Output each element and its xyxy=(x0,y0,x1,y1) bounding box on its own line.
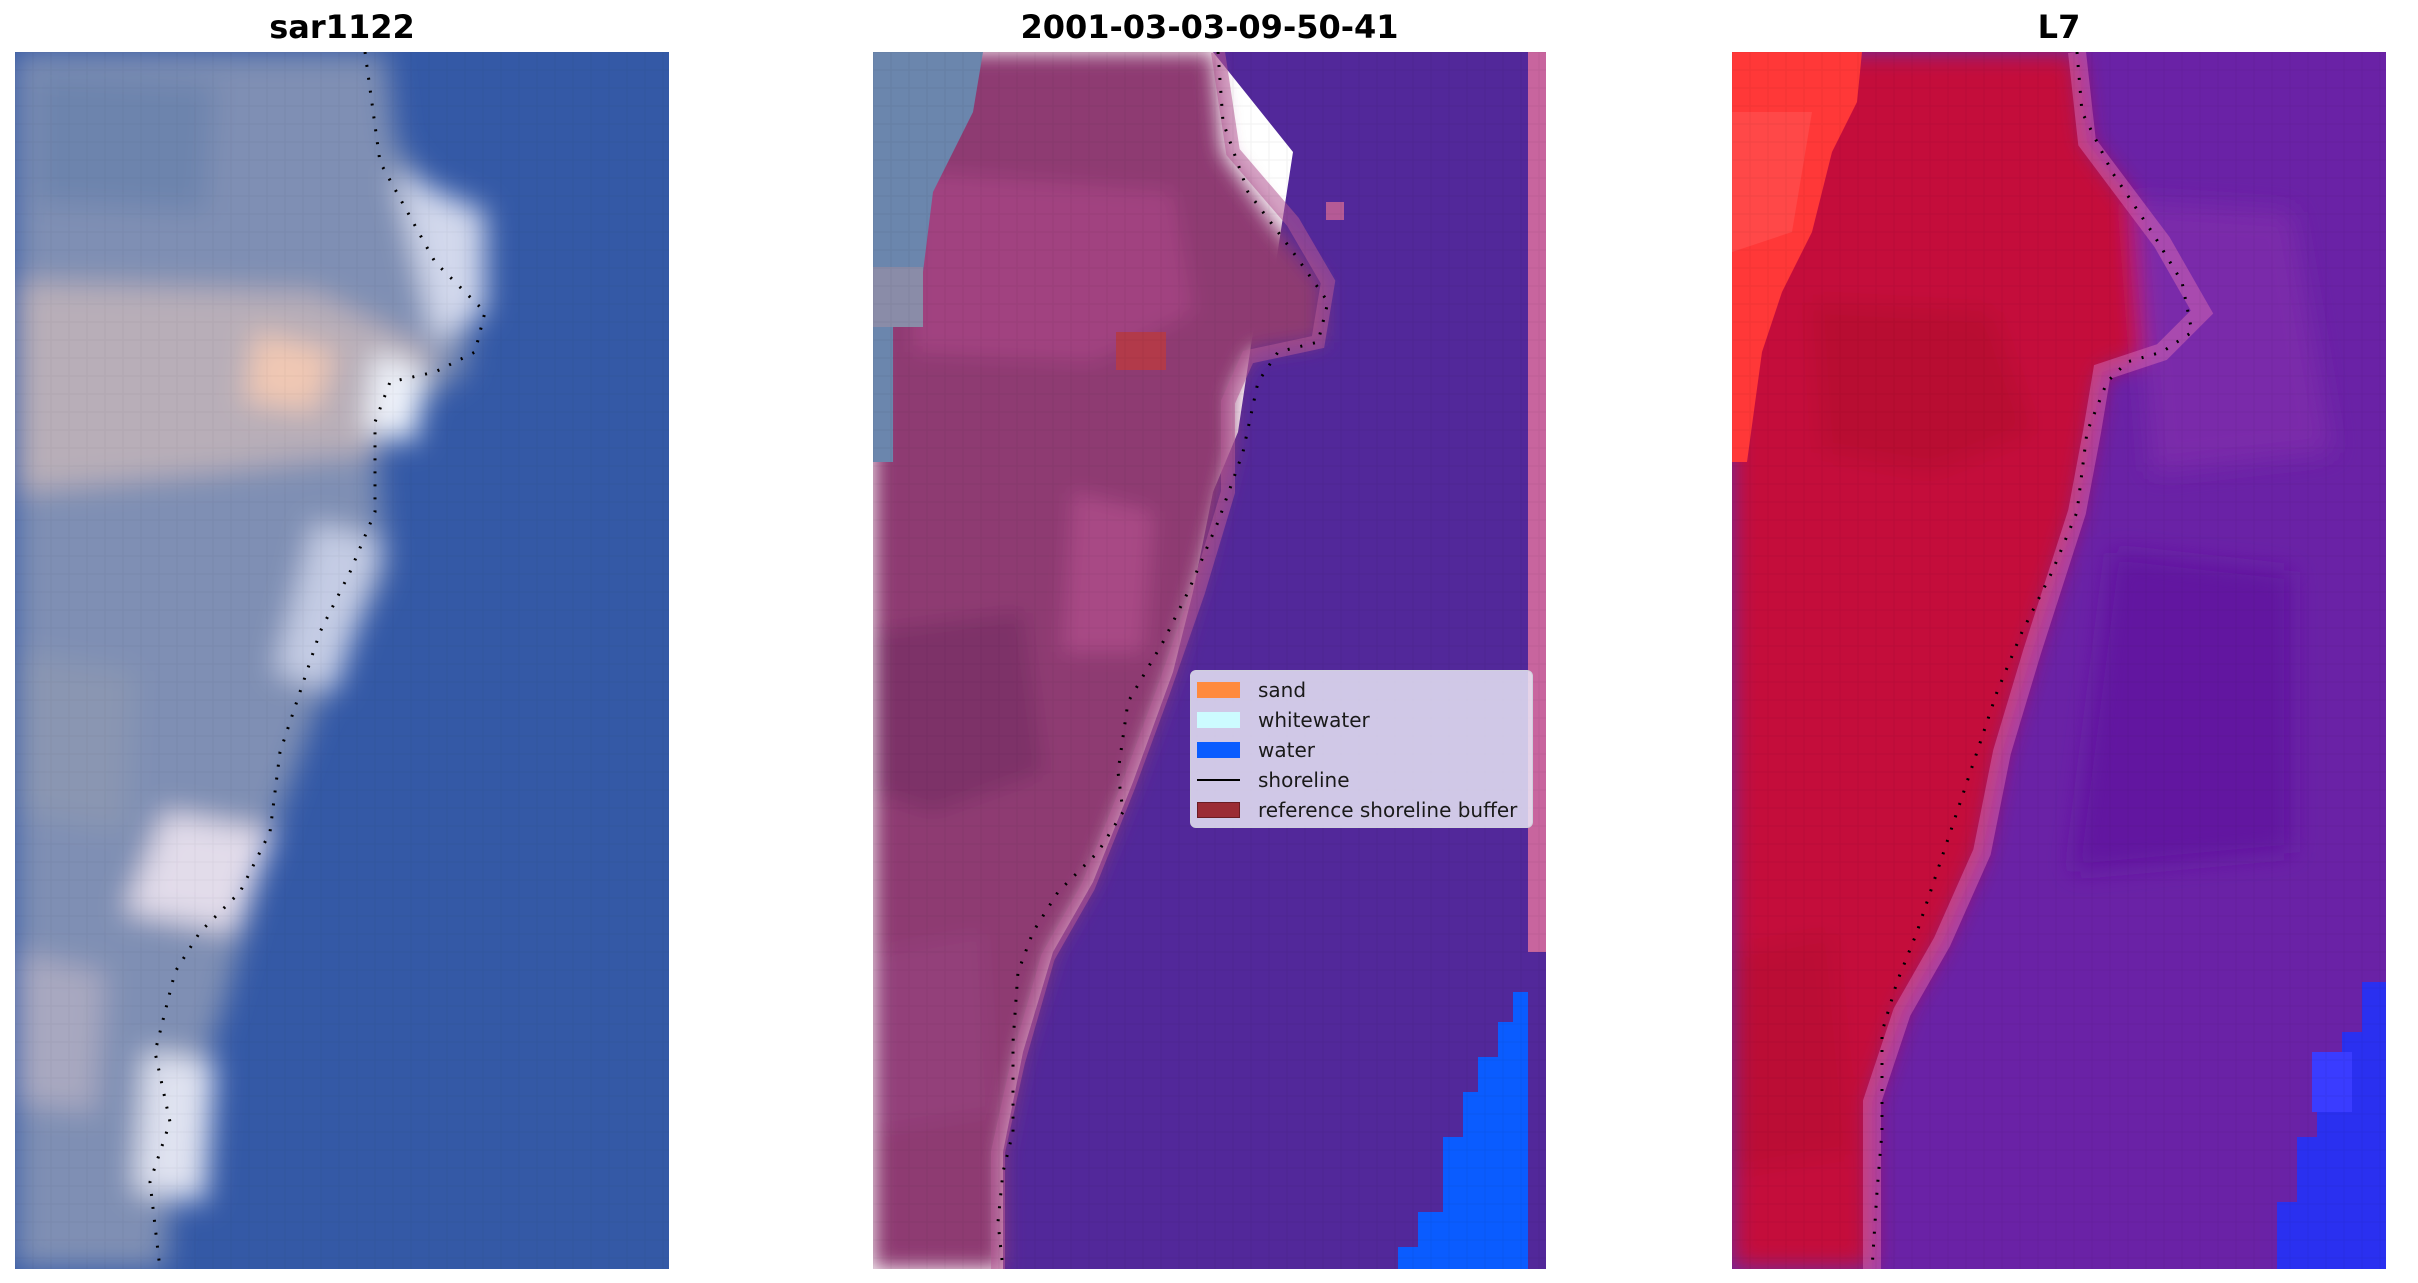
whitewater-swatch xyxy=(1197,712,1240,728)
legend-item-reference-buffer: reference shoreline buffer xyxy=(1197,795,1526,825)
rgb-image xyxy=(15,52,669,1269)
shoreline xyxy=(148,52,487,1269)
legend-item-shoreline: shoreline xyxy=(1197,765,1526,795)
legend-label: water xyxy=(1258,738,1315,762)
panel-title-rgb: sar1122 xyxy=(269,8,415,46)
panel-title-l7: L7 xyxy=(2037,8,2081,46)
l7-image-panel xyxy=(1732,52,2386,1269)
reference-buffer-swatch xyxy=(1197,802,1240,818)
water-swatch xyxy=(1197,742,1240,758)
l7-image xyxy=(1732,52,2386,1269)
legend-item-whitewater: whitewater xyxy=(1197,705,1526,735)
shoreline-swatch xyxy=(1197,779,1240,781)
legend-label: reference shoreline buffer xyxy=(1258,798,1518,822)
rgb-image-panel xyxy=(15,52,669,1269)
classified-image-panel xyxy=(873,52,1546,1269)
panel-title-classified: 2001-03-03-09-50-41 xyxy=(1020,8,1399,46)
legend-item-sand: sand xyxy=(1197,675,1526,705)
legend-label: shoreline xyxy=(1258,768,1350,792)
classified-image xyxy=(873,52,1546,1269)
sand-swatch xyxy=(1197,682,1240,698)
legend: sand whitewater water shoreline referenc… xyxy=(1190,670,1533,828)
legend-label: whitewater xyxy=(1258,708,1370,732)
legend-item-water: water xyxy=(1197,735,1526,765)
legend-label: sand xyxy=(1258,678,1307,702)
